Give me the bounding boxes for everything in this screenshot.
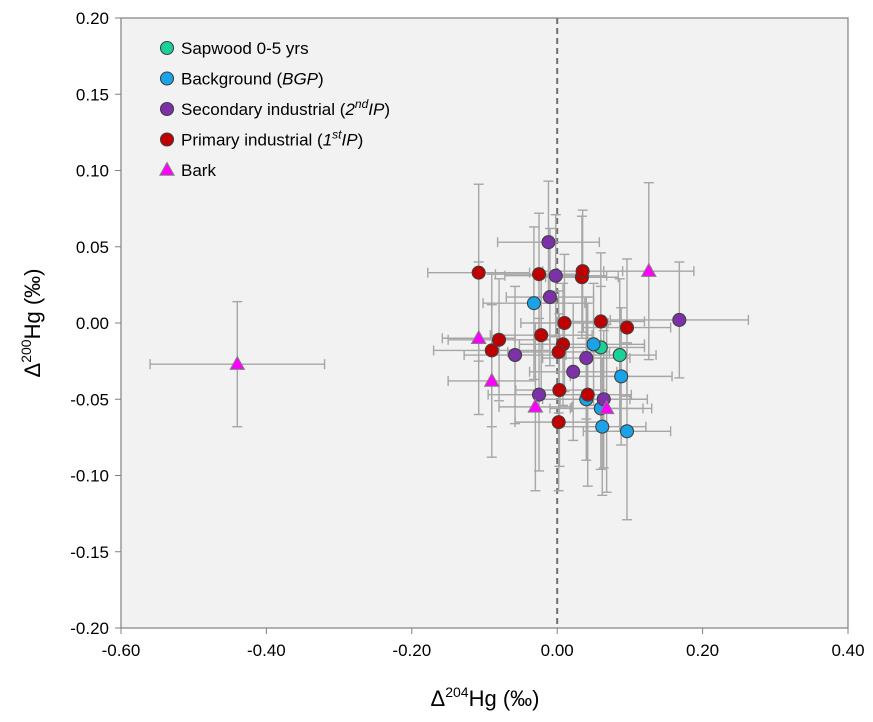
point-primary — [531, 267, 547, 282]
data-markers — [229, 235, 687, 439]
x-tick-label: 0.00 — [541, 641, 574, 660]
point-primary — [619, 320, 635, 335]
y-tick-label: -0.15 — [70, 543, 109, 562]
point-bark — [470, 329, 487, 344]
point-background — [526, 296, 541, 311]
legend: Sapwood 0-5 yrs Background (BGP) Secondary… — [159, 39, 390, 180]
legend-label-bark: Bark — [181, 161, 216, 180]
tick-marks — [115, 17, 849, 634]
x-tick-label: 0.40 — [831, 641, 864, 660]
legend-item-secondary: Secondary industrial (2ndIP) — [159, 97, 390, 119]
y-tick-label: 0.10 — [76, 162, 109, 181]
y-tick-label: 0.05 — [76, 238, 109, 257]
point-primary — [491, 332, 507, 347]
x-tick-label: -0.20 — [392, 641, 431, 660]
point-background — [586, 337, 601, 352]
point-primary — [551, 344, 566, 360]
legend-item-primary: Primary industrial (1stIP) — [159, 128, 363, 150]
x-tick-label: -0.60 — [102, 641, 141, 660]
point-bark — [229, 355, 246, 370]
legend-label-secondary: Secondary industrial (2ndIP) — [181, 97, 390, 119]
y-tick-label: 0.20 — [76, 9, 109, 28]
point-bark — [527, 398, 544, 413]
legend-item-bark: Bark — [159, 161, 216, 180]
point-secondary — [579, 351, 594, 366]
point-secondary — [541, 235, 556, 250]
x-tick-label: -0.40 — [247, 641, 286, 660]
y-tick-labels: -0.20 -0.15 -0.10 -0.05 0.00 0.05 0.10 0.15 0.20 — [70, 9, 109, 638]
plot-area — [120, 17, 849, 629]
legend-item-sapwood: Sapwood 0-5 yrs — [159, 39, 309, 58]
y-axis-title-sup: 200 — [18, 339, 34, 363]
legend-marker-secondary — [159, 101, 175, 117]
point-bark — [640, 262, 657, 277]
legend-marker-sapwood — [159, 40, 175, 56]
x-tick-label: 0.20 — [686, 641, 719, 660]
point-primary — [580, 387, 595, 402]
point-secondary — [672, 312, 687, 328]
legend-label-primary: Primary industrial (1stIP) — [181, 128, 363, 150]
point-primary — [552, 383, 567, 398]
point-secondary — [542, 290, 557, 305]
point-background — [619, 424, 635, 439]
point-primary — [484, 343, 499, 358]
y-tick-label: -0.20 — [70, 619, 109, 638]
x-axis-title: Δ204Hg (‰) — [431, 684, 540, 711]
point-primary — [551, 415, 566, 430]
y-tick-label: -0.10 — [70, 467, 109, 486]
point-bark — [598, 399, 615, 415]
y-tick-label: 0.15 — [76, 85, 109, 104]
y-tick-label: -0.05 — [70, 390, 109, 409]
legend-item-background: Background (BGP) — [159, 70, 324, 89]
point-primary — [471, 265, 486, 280]
legend-marker-bark — [159, 161, 175, 176]
point-background — [614, 369, 629, 384]
legend-marker-primary — [159, 132, 175, 147]
point-secondary — [566, 364, 581, 379]
point-secondary — [531, 387, 547, 402]
point-background — [595, 419, 610, 434]
point-primary — [575, 264, 590, 279]
point-secondary — [548, 268, 563, 283]
point-primary — [593, 314, 608, 329]
x-axis-title-sup: 204 — [445, 684, 469, 700]
legend-label-sapwood: Sapwood 0-5 yrs — [181, 39, 309, 58]
legend-marker-background — [159, 71, 175, 86]
point-secondary — [507, 347, 523, 363]
point-bark — [483, 372, 500, 387]
point-sapwood — [612, 347, 627, 363]
point-primary — [534, 328, 549, 343]
y-tick-label: 0.00 — [76, 314, 109, 333]
legend-label-background: Background (BGP) — [181, 70, 324, 89]
y-axis-title: Δ200Hg (‰) — [18, 269, 45, 378]
point-primary — [557, 315, 572, 331]
x-tick-labels: -0.60 -0.40 -0.20 0.00 0.20 0.40 — [102, 641, 865, 660]
